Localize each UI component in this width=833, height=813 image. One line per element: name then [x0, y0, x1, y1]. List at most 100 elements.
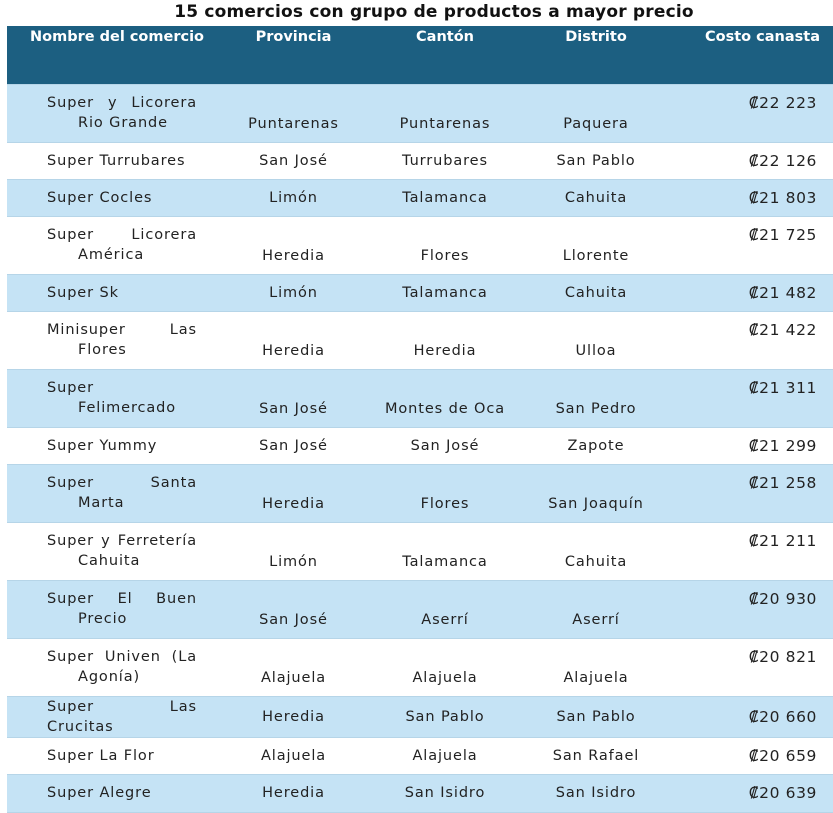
- cell-provincia: San José: [217, 368, 370, 427]
- store-name: Super Univen (La Agonía): [47, 649, 197, 685]
- cell-name: Super Sk: [7, 273, 217, 311]
- cell-distrito: San Pablo: [520, 141, 672, 179]
- cell-costo: ₡20 821: [672, 637, 833, 696]
- store-name: Super Felimercado: [47, 380, 177, 416]
- cell-distrito: Ulloa: [520, 310, 672, 369]
- column-header-canton: Cantón: [416, 29, 474, 45]
- cell-costo: ₡20 639: [672, 773, 833, 813]
- cell-name: Super Turrubares: [7, 141, 217, 179]
- cell-provincia: Puntarenas: [217, 83, 370, 142]
- cell-name: Minisuper Las Flores: [7, 310, 217, 369]
- cell-provincia: Heredia: [217, 463, 370, 522]
- header-row: Nombre del comercio Provincia Cantón Dis…: [7, 26, 833, 84]
- table-row: Super Alegre Heredia San Isidro San Isidro ₡…: [7, 773, 833, 813]
- table-row: Super Las Crucitas Heredia San Pablo San Pa…: [7, 695, 833, 737]
- store-name: Minisuper Las Flores: [47, 322, 197, 358]
- prices-table: Nombre del comercio Provincia Cantón Dis…: [7, 26, 833, 813]
- page-title: 15 comercios con grupo de productos a ma…: [174, 2, 694, 22]
- cell-costo: ₡21 725: [672, 215, 833, 274]
- cell-name: Super Las Crucitas: [7, 695, 217, 737]
- cell-distrito: San Joaquín: [520, 463, 672, 522]
- cell-canton: Flores: [370, 463, 520, 522]
- store-name: Super y Ferretería Cahuita: [47, 533, 197, 569]
- store-name: Super y Licorera Rio Grande: [47, 95, 197, 131]
- cell-name: Super Cocles: [7, 178, 217, 216]
- cell-canton: San Isidro: [370, 773, 520, 813]
- column-header-provincia: Provincia: [255, 29, 332, 45]
- cell-name: Super y Licorera Rio Grande: [7, 83, 217, 142]
- cell-canton: Alajuela: [370, 736, 520, 774]
- store-name: Super Cocles: [47, 189, 153, 206]
- cell-provincia: Heredia: [217, 215, 370, 274]
- cell-provincia: San José: [217, 141, 370, 179]
- cell-costo: ₡21 482: [672, 273, 833, 311]
- cell-canton: Heredia: [370, 310, 520, 369]
- cell-provincia: Limón: [217, 273, 370, 311]
- cell-name: Super y Ferretería Cahuita: [7, 521, 217, 580]
- cell-name: Super El Buen Precio: [7, 579, 217, 638]
- cell-name: Super Licorera América: [7, 215, 217, 274]
- cell-provincia: Limón: [217, 178, 370, 216]
- cell-canton: Aserrí: [370, 579, 520, 638]
- table-row: Super Cocles Limón Talamanca Cahuita ₡21 803: [7, 178, 833, 216]
- cell-costo: ₡20 659: [672, 736, 833, 774]
- column-header-name: Nombre del comercio: [29, 29, 205, 45]
- cell-distrito: Alajuela: [520, 637, 672, 696]
- cell-costo: ₡20 660: [672, 695, 833, 737]
- store-name: Super Licorera América: [47, 227, 197, 263]
- cell-distrito: Cahuita: [520, 521, 672, 580]
- table-row: Super Yummy San José San José Zapote ₡21 299: [7, 426, 833, 464]
- store-name: Super El Buen Precio: [47, 591, 197, 627]
- cell-costo: ₡21 211: [672, 521, 833, 580]
- store-name: Super Sk: [47, 284, 119, 301]
- store-name: Super La Flor: [47, 747, 155, 764]
- cell-name: Super Felimercado: [7, 368, 217, 427]
- cell-canton: Montes de Oca: [370, 368, 520, 427]
- cell-provincia: San José: [217, 579, 370, 638]
- cell-canton: Talamanca: [370, 178, 520, 216]
- table-row: Super y Ferretería Cahuita Limón Talamanca…: [7, 521, 833, 580]
- cell-distrito: San Pedro: [520, 368, 672, 427]
- store-name: Super Santa Marta: [47, 475, 197, 511]
- cell-costo: ₡20 930: [672, 579, 833, 638]
- column-header-costo: Costo canasta: [704, 29, 820, 45]
- cell-canton: Puntarenas: [370, 83, 520, 142]
- cell-provincia: Heredia: [217, 310, 370, 369]
- cell-canton: Talamanca: [370, 273, 520, 311]
- table-row: Minisuper Las Flores Heredia Heredia Ulloa ₡…: [7, 310, 833, 369]
- cell-costo: ₡21 311: [672, 368, 833, 427]
- table-row: Super Licorera América Heredia Flores Llore…: [7, 215, 833, 274]
- cell-distrito: Llorente: [520, 215, 672, 274]
- cell-distrito: Paquera: [520, 83, 672, 142]
- cell-provincia: Heredia: [217, 695, 370, 737]
- table-body: Super y Licorera Rio Grande Puntarenas Pun…: [7, 83, 833, 813]
- cell-costo: ₡22 126: [672, 141, 833, 179]
- table-row: Super La Flor Alajuela Alajuela San Rafael ₡…: [7, 736, 833, 774]
- store-name: Super Turrubares: [47, 152, 186, 169]
- cell-distrito: San Pablo: [520, 695, 672, 737]
- table-row: Super Univen (La Agonía) Alajuela Alajuela…: [7, 637, 833, 696]
- cell-canton: San Pablo: [370, 695, 520, 737]
- cell-canton: San José: [370, 426, 520, 464]
- cell-costo: ₡21 422: [672, 310, 833, 369]
- cell-distrito: San Rafael: [520, 736, 672, 774]
- cell-canton: Flores: [370, 215, 520, 274]
- cell-costo: ₡21 299: [672, 426, 833, 464]
- cell-name: Super Yummy: [7, 426, 217, 464]
- cell-provincia: Alajuela: [217, 637, 370, 696]
- cell-name: Super Alegre: [7, 773, 217, 813]
- table-row: Super Sk Limón Talamanca Cahuita ₡21 482: [7, 273, 833, 311]
- table-row: Super y Licorera Rio Grande Puntarenas Pun…: [7, 83, 833, 142]
- cell-distrito: Aserrí: [520, 579, 672, 638]
- cell-name: Super La Flor: [7, 736, 217, 774]
- table-row: Super El Buen Precio San José Aserrí Aserrí…: [7, 579, 833, 638]
- cell-distrito: Cahuita: [520, 178, 672, 216]
- cell-costo: ₡21 258: [672, 463, 833, 522]
- cell-costo: ₡21 803: [672, 178, 833, 216]
- store-name: Super Alegre: [47, 785, 152, 801]
- cell-distrito: San Isidro: [520, 773, 672, 813]
- cell-provincia: Heredia: [217, 773, 370, 813]
- cell-canton: Talamanca: [370, 521, 520, 580]
- cell-name: Super Santa Marta: [7, 463, 217, 522]
- cell-provincia: San José: [217, 426, 370, 464]
